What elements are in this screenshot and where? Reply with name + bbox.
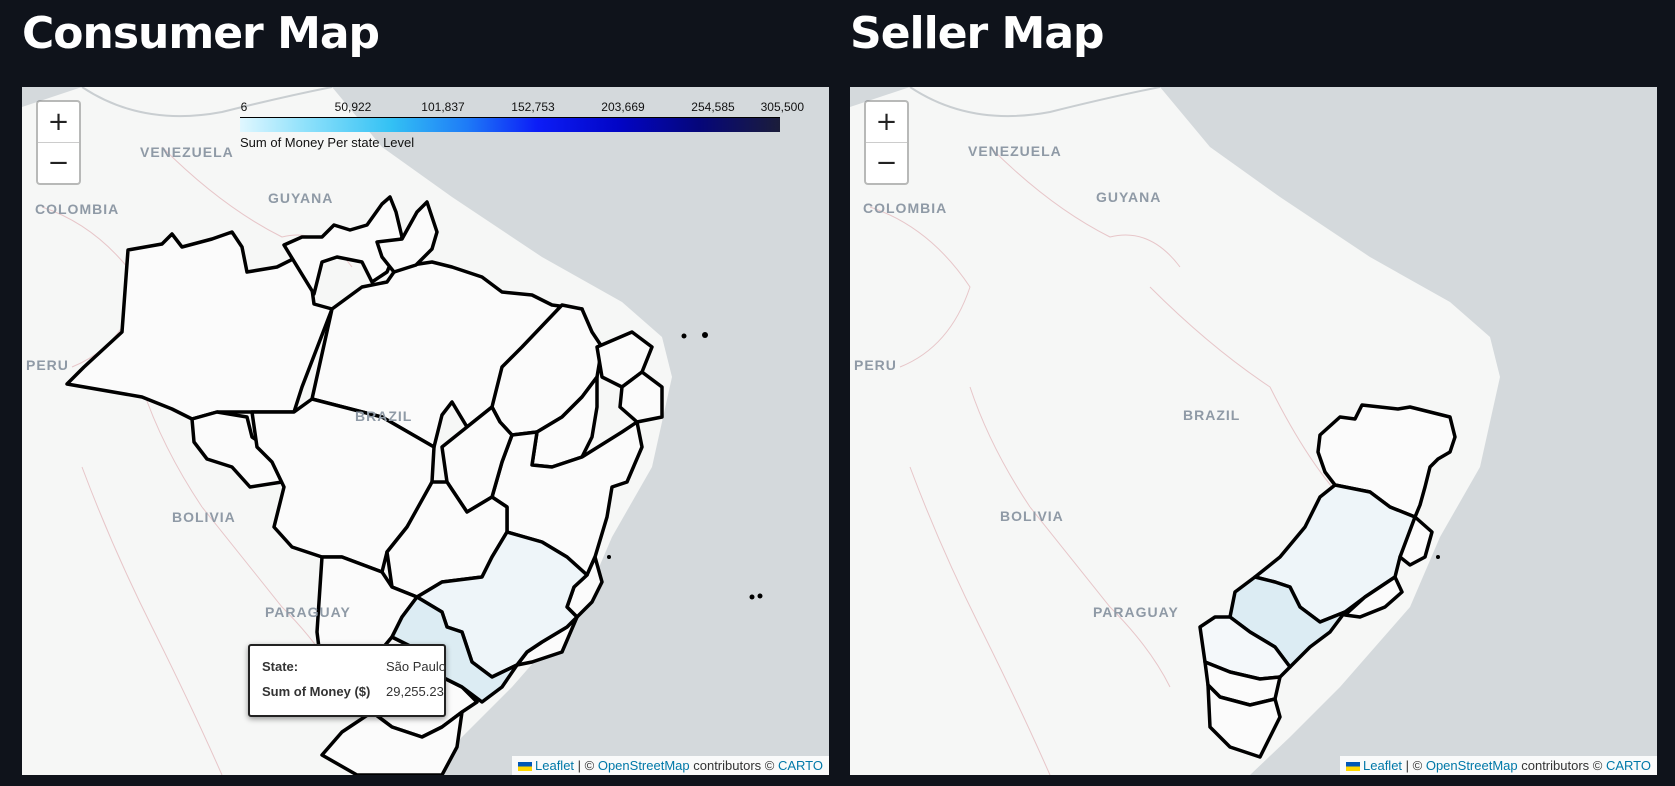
seller-map[interactable]: VENEZUELA GUYANA COLOMBIA PERU BRAZIL BO… bbox=[850, 87, 1657, 775]
label-guyana: GUYANA bbox=[268, 190, 334, 206]
legend-caption: Sum of Money Per state Level bbox=[240, 135, 415, 150]
carto-link[interactable]: CARTO bbox=[777, 758, 823, 773]
label-venezuela: VENEZUELA bbox=[968, 143, 1062, 159]
attribution-text: | © bbox=[574, 758, 598, 773]
legend-tick: 6 bbox=[240, 100, 248, 114]
label-peru: PERU bbox=[26, 357, 69, 373]
zoom-control: + − bbox=[36, 100, 81, 185]
consumer-map[interactable]: VENEZUELA GUYANA COLOMBIA PERU BRAZIL BO… bbox=[22, 87, 829, 775]
zoom-control: + − bbox=[864, 100, 909, 185]
legend-tick: 305,500 bbox=[760, 100, 804, 114]
state-tooltip: State: São Paulo Sum of Money ($) 29,255… bbox=[248, 644, 446, 717]
state-espirito-santo bbox=[1398, 515, 1434, 567]
state-roraima bbox=[282, 195, 404, 296]
state-rio bbox=[1343, 575, 1404, 619]
osm-link[interactable]: OpenStreetMap bbox=[1425, 758, 1518, 773]
ukraine-flag-icon bbox=[518, 762, 532, 772]
attribution-text: contributors © bbox=[1517, 758, 1606, 773]
color-legend: 6 50,922 101,837 152,753 203,669 254,585… bbox=[240, 100, 804, 150]
state-mato-grosso bbox=[250, 397, 436, 574]
state-rio-grande-sul bbox=[1206, 683, 1282, 759]
state-amazonas bbox=[65, 230, 334, 421]
label-bolivia: BOLIVIA bbox=[172, 509, 236, 525]
islands bbox=[607, 332, 763, 600]
label-paraguay: PARAGUAY bbox=[265, 604, 351, 620]
label-brazil: BRAZIL bbox=[355, 408, 413, 424]
label-peru: PERU bbox=[854, 357, 897, 373]
tooltip-state-value: São Paulo bbox=[386, 659, 446, 674]
zoom-out-button[interactable]: − bbox=[47, 148, 70, 178]
state-rs bbox=[320, 710, 464, 775]
leaflet-link[interactable]: Leaflet bbox=[535, 758, 575, 773]
zoom-in-button[interactable]: + bbox=[866, 102, 907, 143]
country-borders bbox=[869, 146, 1351, 775]
legend-tick: 50,922 bbox=[334, 100, 372, 114]
leaflet-link[interactable]: Leaflet bbox=[1363, 758, 1403, 773]
ukraine-flag-icon bbox=[1346, 762, 1360, 772]
label-paraguay: PARAGUAY bbox=[1093, 604, 1179, 620]
seller-map-canvas bbox=[850, 87, 1500, 775]
label-guyana: GUYANA bbox=[1096, 189, 1162, 205]
legend-tick: 152,753 bbox=[511, 100, 555, 114]
tooltip-money-value: 29,255.23 bbox=[386, 684, 444, 699]
carto-link[interactable]: CARTO bbox=[1605, 758, 1651, 773]
legend-color-bar bbox=[240, 117, 780, 132]
island bbox=[1436, 555, 1440, 559]
legend-tick: 101,837 bbox=[421, 100, 465, 114]
label-venezuela: VENEZUELA bbox=[140, 144, 234, 160]
state-nordeste-small bbox=[618, 370, 664, 424]
legend-tick: 254,585 bbox=[691, 100, 735, 114]
label-colombia: COLOMBIA bbox=[863, 200, 948, 216]
label-colombia: COLOMBIA bbox=[35, 201, 120, 217]
zoom-in-button[interactable]: + bbox=[38, 102, 79, 143]
caribbean-coast bbox=[81, 87, 333, 118]
caribbean-coast bbox=[909, 87, 1161, 118]
label-brazil: BRAZIL bbox=[1183, 407, 1241, 423]
map-attribution: Leaflet | © OpenStreetMap contributors ©… bbox=[512, 756, 829, 775]
attribution-text: contributors © bbox=[689, 758, 778, 773]
seller-map-title: Seller Map bbox=[850, 8, 1105, 59]
consumer-map-canvas bbox=[22, 87, 763, 775]
osm-link[interactable]: OpenStreetMap bbox=[597, 758, 690, 773]
state-tocantins bbox=[440, 405, 514, 514]
state-amapa bbox=[375, 200, 439, 274]
consumer-map-title: Consumer Map bbox=[22, 8, 380, 59]
label-bolivia: BOLIVIA bbox=[1000, 508, 1064, 524]
zoom-out-button[interactable]: − bbox=[875, 148, 898, 178]
seller-states bbox=[1198, 403, 1457, 759]
tooltip-state-key: State: bbox=[262, 659, 299, 674]
tooltip-money-key: Sum of Money ($) bbox=[262, 684, 371, 699]
brazil-states bbox=[65, 195, 664, 775]
attribution-text: | © bbox=[1402, 758, 1426, 773]
map-attribution: Leaflet | © OpenStreetMap contributors ©… bbox=[1340, 756, 1657, 775]
legend-tick: 203,669 bbox=[601, 100, 645, 114]
